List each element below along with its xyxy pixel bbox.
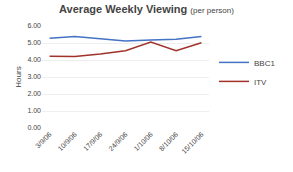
svg-text:5.00: 5.00 xyxy=(27,39,41,46)
svg-text:24/9/06: 24/9/06 xyxy=(107,131,129,153)
svg-text:1/10/06: 1/10/06 xyxy=(133,131,155,153)
svg-text:1.00: 1.00 xyxy=(27,107,41,114)
svg-text:3/9/06: 3/9/06 xyxy=(34,131,53,150)
svg-text:4.00: 4.00 xyxy=(27,56,41,63)
svg-text:Hours: Hours xyxy=(14,66,23,87)
svg-text:6.00: 6.00 xyxy=(27,22,41,29)
svg-text:10/9/06: 10/9/06 xyxy=(57,131,79,153)
svg-text:8/10/06: 8/10/06 xyxy=(158,131,180,153)
svg-text:Average Weekly Viewing (per pe: Average Weekly Viewing (per person) xyxy=(59,3,234,15)
svg-text:3.00: 3.00 xyxy=(27,73,41,80)
svg-text:0.00: 0.00 xyxy=(27,124,41,131)
svg-text:BBC1: BBC1 xyxy=(254,59,275,68)
svg-text:15/10/06: 15/10/06 xyxy=(180,131,204,155)
svg-text:2.00: 2.00 xyxy=(27,90,41,97)
svg-text:17/9/06: 17/9/06 xyxy=(82,131,104,153)
svg-text:ITV: ITV xyxy=(254,78,267,87)
